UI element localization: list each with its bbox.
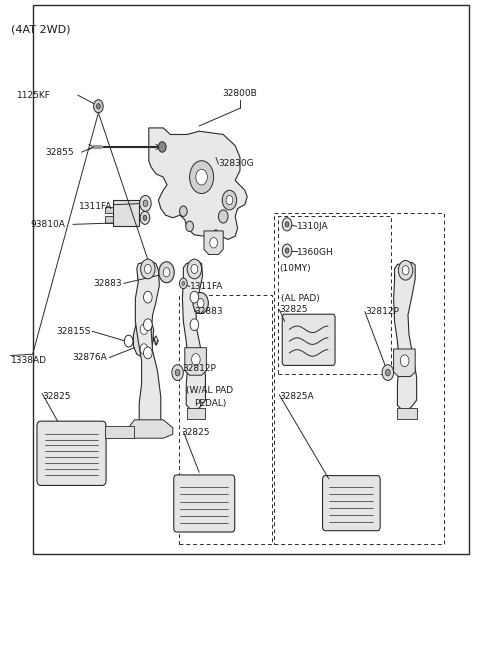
Circle shape [172, 365, 183, 380]
Circle shape [190, 319, 199, 331]
Circle shape [159, 262, 174, 283]
Text: 1338AD: 1338AD [11, 356, 47, 365]
Circle shape [158, 142, 166, 152]
Bar [278, 216, 391, 374]
Circle shape [190, 291, 199, 303]
Polygon shape [149, 128, 247, 239]
Circle shape [192, 354, 200, 365]
FancyBboxPatch shape [323, 476, 380, 531]
Text: PEDAL): PEDAL) [194, 399, 227, 408]
Circle shape [193, 293, 208, 314]
Bar [105, 207, 113, 213]
Text: 32876A: 32876A [72, 353, 107, 362]
Circle shape [175, 369, 180, 376]
Circle shape [186, 221, 193, 232]
Circle shape [141, 259, 155, 279]
Text: 32825: 32825 [279, 305, 308, 314]
Circle shape [180, 206, 187, 216]
Text: (4AT 2WD): (4AT 2WD) [11, 24, 70, 34]
Text: 1311FA: 1311FA [79, 202, 113, 211]
Circle shape [124, 335, 133, 347]
Text: 1125KF: 1125KF [16, 91, 50, 100]
Polygon shape [135, 261, 161, 430]
Circle shape [144, 347, 152, 359]
Bar [33, 5, 469, 554]
Circle shape [144, 263, 152, 275]
Polygon shape [394, 262, 417, 410]
Circle shape [140, 324, 148, 335]
Circle shape [385, 369, 390, 376]
Circle shape [187, 259, 202, 279]
Circle shape [382, 365, 394, 380]
Circle shape [210, 237, 217, 248]
Bar [274, 213, 444, 544]
Circle shape [144, 264, 151, 274]
Circle shape [182, 281, 185, 285]
Text: 32825: 32825 [42, 392, 71, 401]
Text: 32815S: 32815S [56, 327, 90, 336]
Circle shape [282, 218, 292, 231]
Circle shape [163, 268, 170, 277]
Circle shape [140, 211, 150, 224]
Circle shape [144, 319, 152, 331]
Text: 32812P: 32812P [182, 364, 216, 373]
FancyBboxPatch shape [174, 475, 235, 532]
Text: (AL PAD): (AL PAD) [281, 294, 320, 303]
Circle shape [398, 260, 413, 280]
Bar [113, 200, 139, 226]
Circle shape [400, 355, 409, 367]
Circle shape [285, 222, 289, 227]
Polygon shape [129, 420, 173, 438]
Bar [105, 216, 113, 223]
Circle shape [144, 291, 152, 303]
Text: 32812P: 32812P [365, 307, 399, 316]
Circle shape [222, 190, 237, 210]
Circle shape [96, 104, 100, 109]
Text: 93810A: 93810A [30, 220, 65, 229]
Text: 32855: 32855 [46, 148, 74, 157]
Circle shape [190, 161, 214, 194]
Polygon shape [105, 426, 134, 438]
FancyBboxPatch shape [37, 421, 106, 485]
Circle shape [282, 244, 292, 257]
Circle shape [226, 195, 233, 205]
Circle shape [196, 169, 207, 185]
Text: 32800B: 32800B [223, 89, 257, 98]
Text: 1311FA: 1311FA [190, 282, 223, 291]
Text: (W/AL PAD: (W/AL PAD [186, 386, 233, 395]
Polygon shape [397, 408, 417, 419]
Text: 32883: 32883 [194, 307, 223, 316]
Polygon shape [182, 261, 205, 410]
Circle shape [218, 210, 228, 223]
Text: 32825: 32825 [181, 428, 210, 438]
Text: 32830G: 32830G [218, 159, 254, 169]
Circle shape [197, 298, 204, 308]
Circle shape [94, 100, 103, 113]
FancyBboxPatch shape [282, 314, 335, 365]
Circle shape [143, 200, 148, 207]
Text: 1310JA: 1310JA [297, 222, 328, 231]
Polygon shape [394, 349, 415, 377]
Circle shape [140, 344, 148, 354]
Bar [179, 295, 272, 544]
Text: 32883: 32883 [94, 279, 122, 288]
Circle shape [285, 248, 289, 253]
Polygon shape [133, 318, 154, 358]
Polygon shape [187, 408, 205, 419]
Circle shape [140, 195, 151, 211]
Circle shape [180, 278, 187, 289]
Polygon shape [185, 348, 206, 375]
Circle shape [143, 215, 147, 220]
Polygon shape [204, 231, 223, 255]
Text: 1360GH: 1360GH [297, 248, 334, 257]
Text: (10MY): (10MY) [279, 264, 311, 274]
Circle shape [191, 264, 198, 274]
Circle shape [402, 266, 409, 275]
Text: 32825A: 32825A [279, 392, 314, 401]
